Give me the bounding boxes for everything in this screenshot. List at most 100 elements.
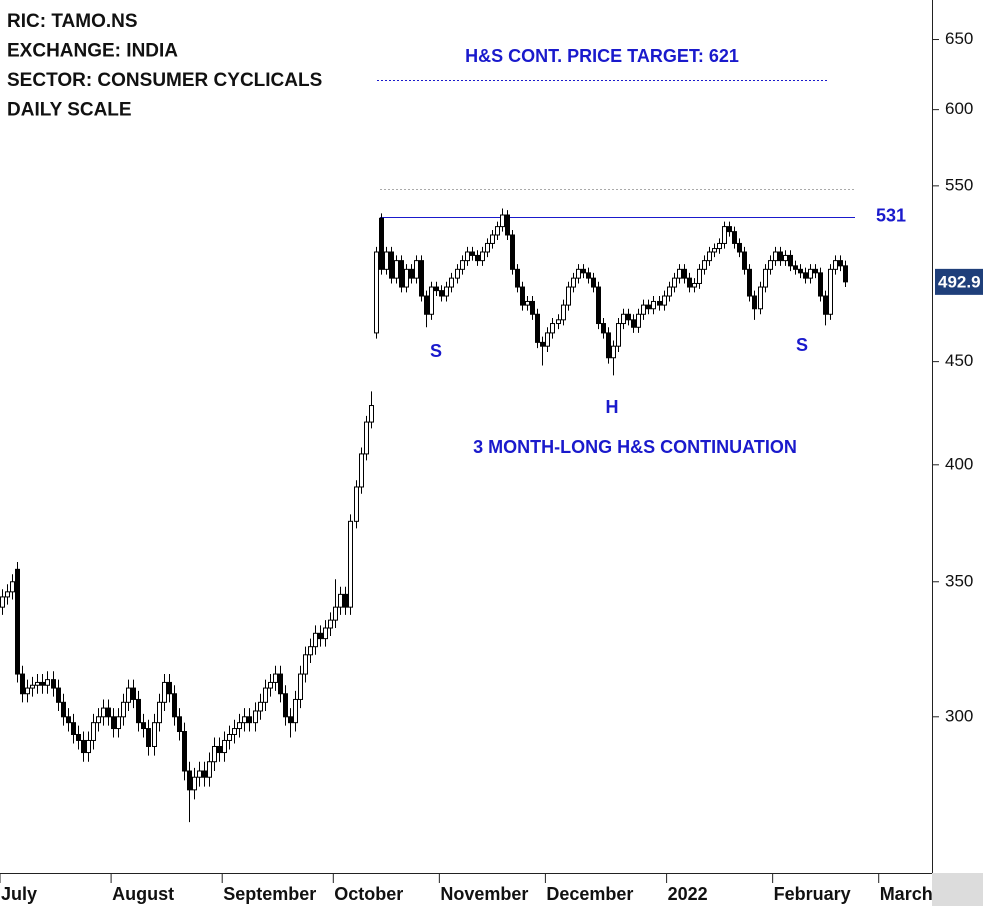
candle-body <box>793 265 798 270</box>
candle-body <box>343 593 348 608</box>
candle-body <box>10 581 15 593</box>
x-tick-label: November <box>440 884 528 904</box>
candle-body <box>788 254 793 267</box>
candle-body <box>91 722 96 741</box>
candle-body <box>318 632 323 640</box>
candle-body <box>556 319 561 325</box>
candle-body <box>40 681 45 686</box>
candle-body <box>505 214 510 236</box>
candle-body <box>651 300 656 310</box>
candle-body <box>480 251 485 262</box>
candle-body <box>550 323 555 334</box>
candle-body <box>207 761 212 778</box>
candle-body <box>374 251 379 334</box>
candle-body <box>571 277 576 288</box>
candle-body <box>758 286 763 310</box>
candle-body <box>308 646 313 656</box>
candle-body <box>394 260 399 279</box>
candle-body <box>30 684 35 689</box>
candle-body <box>631 319 636 328</box>
candle-body <box>823 295 828 315</box>
candle-body <box>182 731 187 772</box>
candle-body <box>545 332 550 347</box>
candle-body <box>278 673 283 695</box>
candle-body <box>237 722 242 730</box>
candle-body <box>359 453 364 488</box>
y-tick-label: 650 <box>945 29 973 48</box>
x-tick-label: December <box>546 884 633 904</box>
candle-body <box>510 234 515 270</box>
candle-body <box>530 300 535 315</box>
candle-body <box>773 251 778 262</box>
last-price-label: 492.9 <box>938 272 981 291</box>
candle-body <box>227 733 232 741</box>
annotation: 3 MONTH-LONG H&S CONTINUATION <box>473 437 797 457</box>
annotation: H&S CONT. PRICE TARGET: 621 <box>465 46 739 66</box>
candle-body <box>732 231 737 244</box>
candle-body <box>333 606 338 621</box>
x-tick-label: August <box>112 884 174 904</box>
candle-body <box>591 277 596 288</box>
candle-body <box>641 304 646 315</box>
corner-box <box>932 873 983 906</box>
candle-body <box>364 421 369 455</box>
candle-body <box>5 591 10 598</box>
candle-body <box>828 268 833 315</box>
candle-body <box>712 248 717 253</box>
candle-body <box>722 226 727 244</box>
candle-body <box>247 716 252 724</box>
candle-body <box>768 260 773 270</box>
candle-body <box>606 332 611 359</box>
candle-body <box>293 698 298 724</box>
candle-body <box>172 693 177 718</box>
y-tick-label: 400 <box>945 454 973 473</box>
candle-body <box>141 722 146 730</box>
candle-body <box>273 673 278 683</box>
candle-body <box>323 627 328 640</box>
candle-body <box>35 681 40 686</box>
candle-body <box>500 214 505 228</box>
candle-body <box>833 260 838 270</box>
candle-body <box>752 295 757 310</box>
y-tick-label: 600 <box>945 99 973 118</box>
candle-body <box>838 260 843 267</box>
candle-body <box>111 716 116 730</box>
candle-body <box>702 260 707 270</box>
candle-body <box>399 260 404 288</box>
candle-body <box>475 254 480 262</box>
candle-body <box>232 728 237 735</box>
candle-body <box>747 268 752 297</box>
candle-body <box>369 405 374 423</box>
candle-body <box>253 710 258 724</box>
candle-body <box>167 681 172 695</box>
candle-body <box>242 716 247 724</box>
candle-body <box>71 722 76 735</box>
candle-body <box>389 251 394 279</box>
candle-body <box>419 260 424 297</box>
candle-body <box>348 520 353 608</box>
candle-body <box>672 277 677 288</box>
candle-body <box>808 268 813 279</box>
candle-body <box>727 226 732 233</box>
candle-body <box>268 681 273 689</box>
candle-body <box>707 251 712 262</box>
plot-area <box>0 80 855 823</box>
candle-body <box>535 313 540 343</box>
candle-body <box>601 323 606 334</box>
candle-body <box>677 268 682 279</box>
candle-body <box>621 313 626 325</box>
candle-body <box>424 295 429 315</box>
overlay: RIC: TAMO.NS EXCHANGE: INDIA SECTOR: CONSU… <box>0 11 983 904</box>
candle-body <box>116 716 121 730</box>
candle-body <box>515 268 520 288</box>
candle-body <box>586 272 591 279</box>
candle-body <box>404 268 409 288</box>
candle-body <box>520 286 525 306</box>
candle-body <box>61 701 66 718</box>
y-tick-label: 300 <box>945 706 973 725</box>
candle-body <box>298 673 303 700</box>
candle-body <box>687 277 692 288</box>
annotation: S <box>796 335 808 355</box>
